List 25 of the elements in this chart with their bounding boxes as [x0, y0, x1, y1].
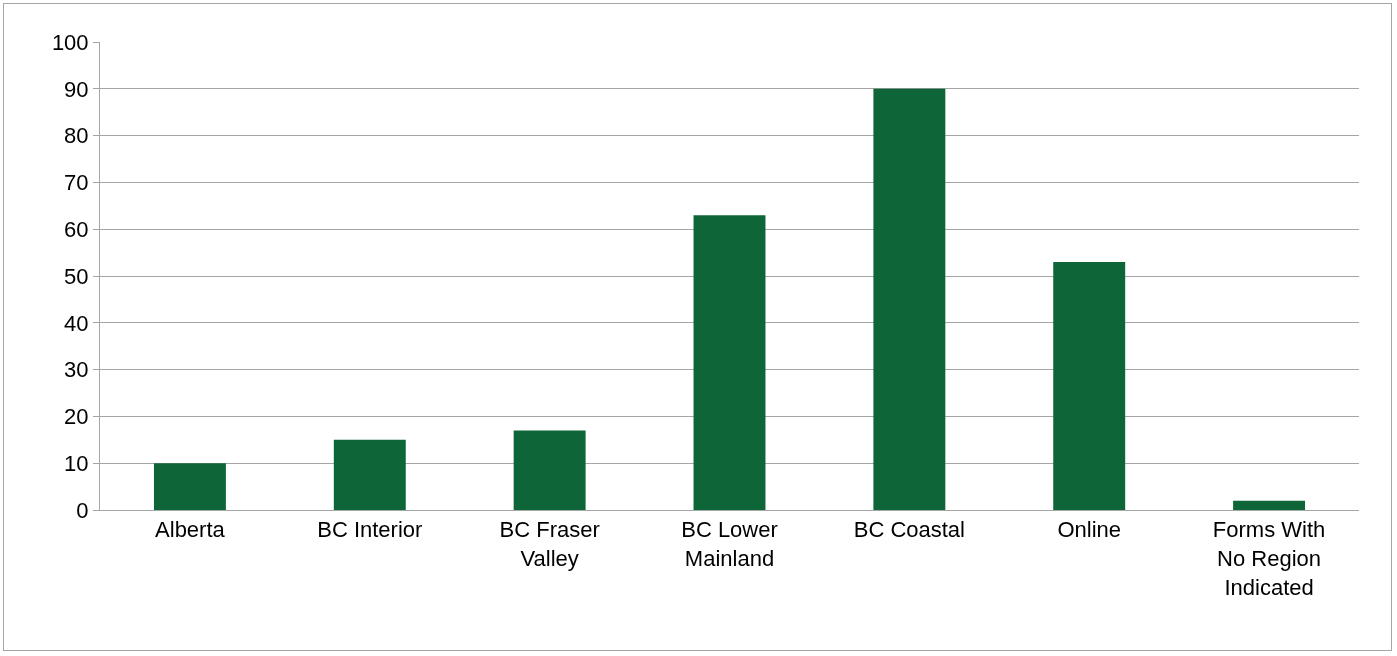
y-tick-label: 70 — [64, 170, 89, 196]
y-tick-label: 10 — [64, 450, 89, 476]
y-tick-label: 40 — [64, 310, 89, 336]
bar — [1233, 500, 1306, 510]
x-tick-label: Alberta — [155, 517, 226, 543]
bar — [153, 463, 226, 510]
y-tick-label: 20 — [64, 404, 89, 430]
y-tick-label: 100 — [51, 29, 89, 55]
y-tick-label: 90 — [64, 76, 89, 102]
bar — [1053, 261, 1126, 510]
x-tick-label: BC Interior — [317, 517, 423, 543]
x-tick-label: Forms With No Region Indicated — [1212, 517, 1326, 600]
y-tick-label: 80 — [64, 123, 89, 149]
bar — [333, 439, 406, 510]
x-tick-label: BC Lower Mainland — [681, 517, 778, 571]
x-tick-label: BC Coastal — [853, 517, 965, 543]
x-tick-label: Online — [1057, 517, 1122, 543]
y-tick-label: 50 — [64, 263, 89, 289]
x-tick-label: BC Fraser Valley — [499, 517, 600, 571]
y-tick-label: 0 — [76, 497, 89, 523]
y-tick-label: 30 — [64, 357, 89, 383]
y-tick-label: 60 — [64, 216, 89, 242]
bar — [513, 430, 586, 510]
bar — [693, 215, 766, 510]
bar — [873, 88, 946, 510]
